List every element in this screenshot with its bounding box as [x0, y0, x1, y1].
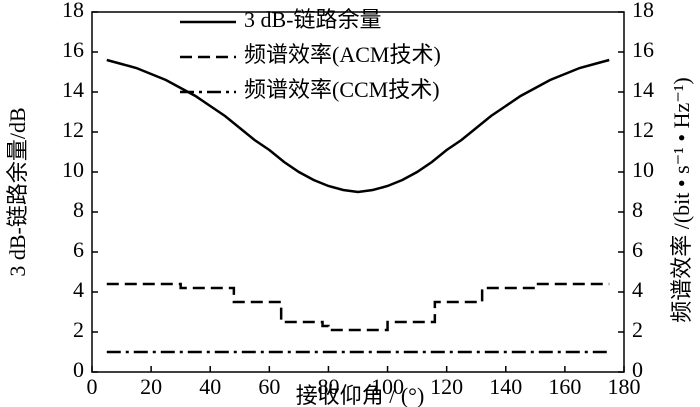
- y-tick-label: 10: [62, 157, 84, 182]
- x-tick-label: 60: [258, 374, 280, 399]
- y2-tick-label: 8: [632, 197, 643, 222]
- y-tick-label: 0: [73, 357, 84, 382]
- series-line: [106, 58, 610, 194]
- x-tick-label: 20: [140, 374, 162, 399]
- y2-tick-label: 18: [632, 0, 654, 22]
- y2-tick-label: 12: [632, 117, 654, 142]
- y-tick-label: 8: [73, 197, 84, 222]
- y2-axis-title: 频谱效率 /(bit • s⁻¹ • Hz⁻¹): [669, 77, 694, 323]
- y-tick-label: 6: [73, 237, 84, 262]
- x-tick-label: 40: [199, 374, 221, 399]
- y-tick-label: 16: [62, 37, 84, 62]
- x-tick-label: 100: [371, 374, 404, 399]
- plot-frame: [91, 11, 625, 373]
- x-tick-label: 80: [317, 374, 339, 399]
- series-line: [106, 282, 610, 332]
- x-tick-label: 160: [548, 374, 581, 399]
- x-axis-title: 接收仰角 / (°): [296, 383, 425, 407]
- y-tick-label: 18: [62, 0, 84, 22]
- y2-tick-label: 4: [632, 277, 643, 302]
- legend-label: 3 dB-链路余量: [244, 7, 382, 32]
- y2-tick-label: 14: [632, 77, 654, 102]
- y-tick-label: 4: [73, 277, 84, 302]
- x-tick-label: 0: [87, 374, 98, 399]
- legend-label: 频谱效率(ACM技术): [244, 42, 441, 67]
- y-tick-label: 14: [62, 77, 84, 102]
- y2-tick-label: 0: [632, 357, 643, 382]
- x-tick-label: 140: [489, 374, 522, 399]
- y2-tick-label: 2: [632, 317, 643, 342]
- y2-tick-label: 16: [632, 37, 654, 62]
- y2-tick-label: 6: [632, 237, 643, 262]
- y-tick-label: 2: [73, 317, 84, 342]
- y-tick-label: 12: [62, 117, 84, 142]
- x-tick-label: 180: [608, 374, 641, 399]
- legend-label: 频谱效率(CCM技术): [244, 77, 440, 102]
- y2-tick-label: 10: [632, 157, 654, 182]
- y-axis-title: 3 dB-链路余量/dB: [5, 107, 30, 276]
- x-tick-label: 120: [430, 374, 463, 399]
